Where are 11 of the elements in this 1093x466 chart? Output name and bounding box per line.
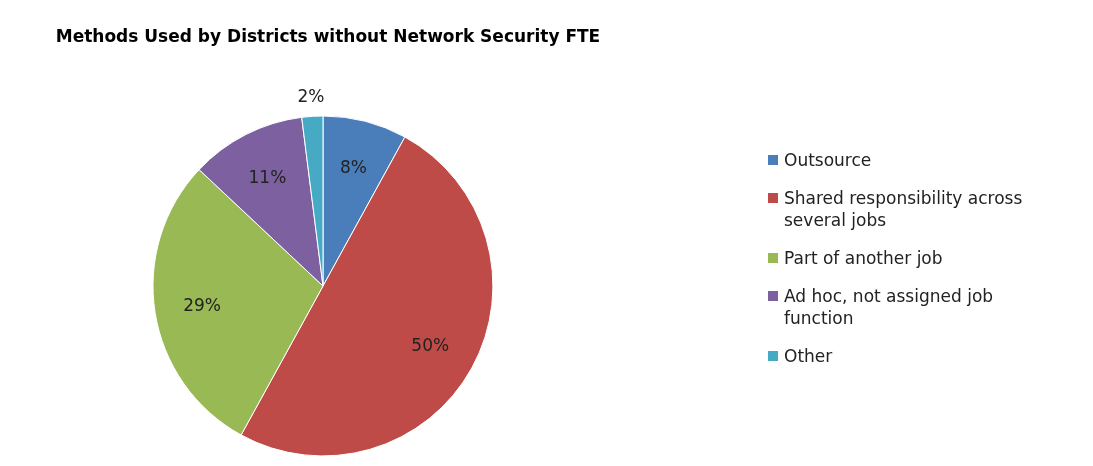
legend-label: Outsource (784, 149, 872, 171)
data-label: 50% (411, 334, 450, 355)
data-label: 11% (248, 166, 287, 187)
data-label: 8% (339, 157, 367, 178)
legend-label: Ad hoc, not assigned job function (784, 285, 995, 329)
legend-label: Shared responsibility across several jobs (784, 187, 1024, 231)
legend-label: Part of another job (784, 247, 943, 269)
chart-title: Methods Used by Districts without Network Security FTE (54, 25, 602, 48)
legend-label: Other (784, 345, 833, 367)
data-label: 2% (297, 85, 325, 106)
data-label: 29% (183, 295, 222, 316)
